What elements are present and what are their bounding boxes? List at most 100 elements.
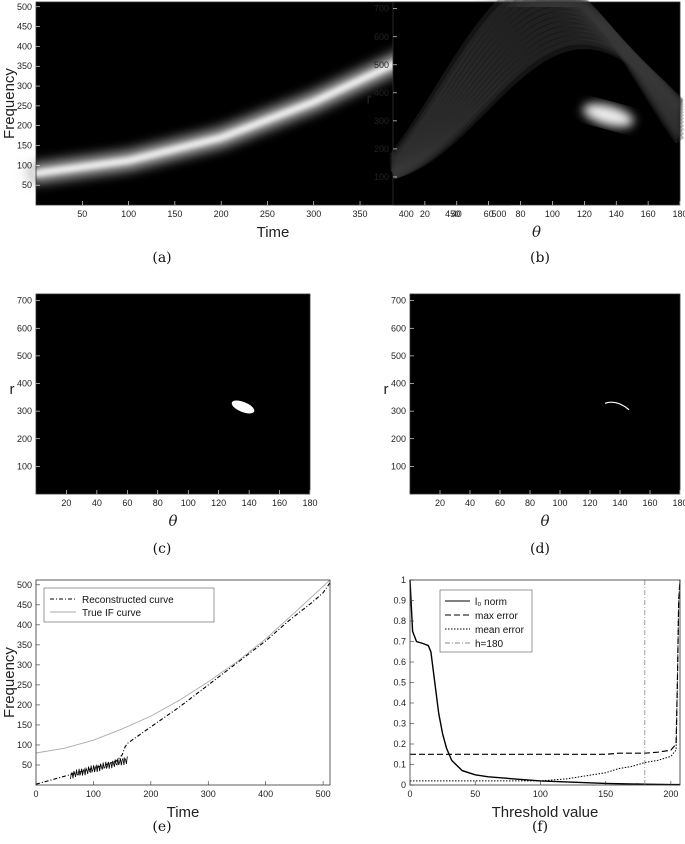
x-tick-label: 140 xyxy=(609,209,624,219)
x-axis-label: θ xyxy=(532,223,541,241)
x-tick-label: 20 xyxy=(420,209,430,219)
panel-caption: (c) xyxy=(153,541,172,557)
series-line-true-if xyxy=(35,579,331,754)
y-axis-label: r xyxy=(367,91,372,108)
y-axis-label: Frequency xyxy=(1,647,18,718)
plot-area xyxy=(393,2,680,205)
x-tick-label: 120 xyxy=(211,498,226,508)
x-tick-label: 200 xyxy=(214,209,229,219)
x-tick-label: 200 xyxy=(663,789,678,799)
panel-caption: (e) xyxy=(152,819,171,835)
y-tick-label: 300 xyxy=(17,406,32,416)
y-tick-label: 400 xyxy=(17,620,32,630)
panel-f: 0 50 100 150 200 0 0.1 0.2 0.3 0.4 0.5 0.6 0.7 0.8 0.9… xyxy=(393,575,681,835)
x-tick-label: 0 xyxy=(33,789,38,799)
skeleton-arc xyxy=(604,401,630,411)
axes-frame xyxy=(392,1,681,206)
y-tick-label: 400 xyxy=(17,41,32,51)
x-tick-label: 450 xyxy=(445,209,460,219)
x-tick-label: 160 xyxy=(642,498,657,508)
x-tick-label: 400 xyxy=(258,789,273,799)
y-tick-label: 100 xyxy=(391,461,406,471)
y-tick-label: 150 xyxy=(17,141,32,151)
y-tick-label: 300 xyxy=(17,660,32,670)
legend-label: mean error xyxy=(475,625,525,636)
y-tick-label: 600 xyxy=(391,323,406,333)
y-axis-label: r xyxy=(384,381,389,398)
sinusoid-band xyxy=(391,34,684,180)
plot-area xyxy=(410,294,680,494)
y-tick-label: 600 xyxy=(374,32,389,42)
axes-frame xyxy=(35,293,311,495)
y-tick-label: 0.9 xyxy=(393,596,406,606)
legend-label: h=180 xyxy=(475,639,504,650)
series-line-reconstructed xyxy=(35,582,331,785)
y-tick-label: 0.7 xyxy=(393,637,406,647)
x-tick-label: 40 xyxy=(465,498,475,508)
x-tick-label: 40 xyxy=(92,498,102,508)
x-tick-label: 80 xyxy=(516,209,526,219)
y-tick-label: 50 xyxy=(22,760,32,770)
x-tick-label: 200 xyxy=(143,789,158,799)
plot-area xyxy=(36,294,310,494)
x-tick-label: 140 xyxy=(242,498,257,508)
y-tick-label: 150 xyxy=(17,720,32,730)
legend-label: max error xyxy=(475,611,518,622)
x-tick-label: 500 xyxy=(491,209,506,219)
sinusoid-band xyxy=(390,10,684,178)
x-tick-label: 100 xyxy=(552,498,567,508)
y-tick-label: 350 xyxy=(17,61,32,71)
y-tick-label: 300 xyxy=(17,81,32,91)
y-tick-label: 400 xyxy=(391,379,406,389)
y-tick-label: 100 xyxy=(374,172,389,182)
sinusoid-band xyxy=(390,20,684,179)
axes-frame xyxy=(409,293,681,495)
y-tick-label: 500 xyxy=(17,580,32,590)
panel-caption: (d) xyxy=(530,541,550,557)
y-tick-label: 400 xyxy=(17,379,32,389)
y-tick-label: 0.2 xyxy=(393,739,406,749)
panel-e: 0 100 200 300 400 500 50 100 150 200 250 300 350 400 4… xyxy=(1,579,331,835)
sinusoid-band xyxy=(390,15,684,179)
y-tick-label: 500 xyxy=(17,351,32,361)
y-tick-label: 0.5 xyxy=(393,678,406,688)
x-tick-label: 100 xyxy=(545,209,560,219)
y-tick-label: 0.1 xyxy=(393,760,406,770)
x-tick-label: 20 xyxy=(61,498,71,508)
x-axis-label: Threshold value xyxy=(492,804,599,821)
panel-b: 20 40 60 80 100 120 140 160 180 100 200 300 400 500 60… xyxy=(367,0,685,266)
y-tick-label: 500 xyxy=(374,60,389,70)
x-axis-label: Time xyxy=(257,224,290,241)
x-tick-label: 100 xyxy=(181,498,196,508)
y-tick-label: 700 xyxy=(17,296,32,306)
y-tick-label: 200 xyxy=(374,144,389,154)
series-line-1 xyxy=(410,579,681,755)
y-tick-label: 50 xyxy=(22,180,32,190)
y-tick-label: 200 xyxy=(17,700,32,710)
axes-frame xyxy=(35,579,331,786)
panel-c: 20 40 60 80 100 120 140 160 180 100 200 300 400 500 60… xyxy=(10,293,318,557)
series-line-2 xyxy=(410,579,681,782)
sinusoid-band xyxy=(391,39,684,179)
panel-d: 20 40 60 80 100 120 140 160 180 100 200 300 400 500 60… xyxy=(384,293,685,557)
x-tick-label: 140 xyxy=(612,498,627,508)
x-tick-label: 80 xyxy=(525,498,535,508)
y-tick-label: 500 xyxy=(17,2,32,12)
y-tick-label: 350 xyxy=(17,640,32,650)
x-tick-label: 80 xyxy=(153,498,163,508)
y-axis-label: r xyxy=(10,381,15,398)
peak-glow xyxy=(583,103,634,128)
y-tick-label: 0.4 xyxy=(393,698,406,708)
x-tick-label: 20 xyxy=(435,498,445,508)
x-tick-label: 50 xyxy=(470,789,480,799)
y-tick-label: 200 xyxy=(17,434,32,444)
x-tick-label: 150 xyxy=(167,209,182,219)
x-tick-label: 160 xyxy=(272,498,287,508)
y-tick-label: 100 xyxy=(17,160,32,170)
y-tick-label: 200 xyxy=(391,434,406,444)
legend-box xyxy=(43,587,215,623)
y-tick-label: 700 xyxy=(374,4,389,14)
y-tick-label: 500 xyxy=(391,351,406,361)
panel-caption: (a) xyxy=(152,250,171,266)
y-tick-label: 100 xyxy=(17,461,32,471)
